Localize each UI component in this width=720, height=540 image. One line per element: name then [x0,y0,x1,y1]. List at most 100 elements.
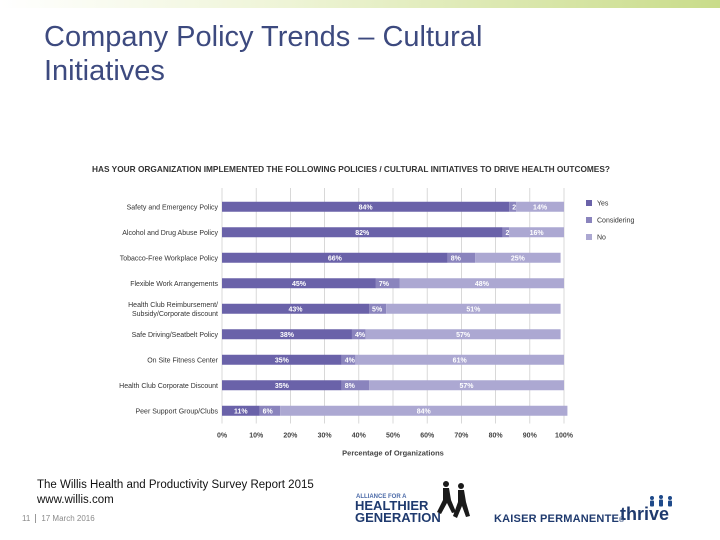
bar-segment-no [399,278,564,289]
data-label: 57% [460,383,475,390]
data-label: 7% [379,281,390,288]
data-label: 8% [451,255,462,262]
bar-segment-yes [222,201,510,212]
legend-swatch [586,217,592,223]
data-label: 38% [280,332,295,339]
bar-segment-yes [222,380,342,391]
chart-title: HAS YOUR ORGANIZATION IMPLEMENTED THE FO… [92,164,610,174]
bar-segment-no [369,380,564,391]
bar-segment-yes [222,354,342,365]
bar-segment-yes [222,303,370,314]
data-label: 5% [372,306,383,313]
x-tick-label: 40% [352,433,367,440]
slide-title: Company Policy Trends – Cultural Initiat… [44,20,684,88]
bar-segment-no [516,201,564,212]
data-label: 4% [345,357,356,364]
data-label: 82% [355,230,370,237]
x-axis-label: Percentage of Organizations [342,449,444,458]
data-label: 43% [289,306,304,313]
x-tick-label: 20% [283,433,298,440]
x-tick-label: 30% [318,433,333,440]
category-label: Health Club Corporate Discount [119,383,218,390]
x-tick-label: 0% [217,433,228,440]
category-label: On Site Fitness Center [147,357,218,364]
data-label: 8% [345,383,356,390]
legend-label: Considering [597,218,634,225]
slide-title-line2: Initiatives [44,55,165,87]
slide-title-line1: Company Policy Trends – Cultural [44,21,483,53]
x-tick-label: 10% [249,433,264,440]
bar-segment-considering [375,278,400,289]
data-label: 84% [417,408,432,415]
stacked-bar-chart: HAS YOUR ORGANIZATION IMPLEMENTED THE FO… [92,164,634,458]
logo-generation-text: GENERATION [355,510,441,525]
category-label: Tobacco-Free Workplace Policy [120,255,219,262]
bar-segment-considering [259,405,281,416]
x-tick-label: 60% [420,433,435,440]
bar-segment-no [280,405,568,416]
category-label: Subsidy/Corporate discount [132,311,218,318]
bar-segment-no [365,329,561,340]
data-label: 84% [359,204,374,211]
logo-healthier-text: HEALTHIER [355,498,429,513]
source-url: www.willis.com [37,494,114,506]
data-label: 11% [234,408,248,415]
running-figures-icon [437,481,470,518]
logo-alliance-text: ALLIANCE FOR A [356,494,407,500]
x-tick-label: 100% [555,433,574,440]
bar-segment-considering [502,227,510,238]
data-label: 6% [263,408,274,415]
data-label: 14% [533,204,548,211]
data-label: 35% [275,357,290,364]
bar-segment-yes [222,278,376,289]
category-label: Flexible Work Arrangements [130,281,218,288]
alliance-healthier-generation-logo: ALLIANCE FOR A HEALTHIER GENERATION [355,481,470,525]
source-report: The Willis Health and Productivity Surve… [37,479,314,491]
legend-swatch [586,200,592,206]
category-label: Alcohol and Drug Abuse Policy [122,230,218,237]
legend-label: Yes [597,201,609,208]
thrive-logo: thrive [620,495,690,527]
bar-segment-yes [222,227,503,238]
data-label: 25% [511,255,526,262]
bar-segment-considering [351,329,366,340]
x-tick-label: 50% [386,433,401,440]
data-label: 48% [475,281,490,288]
source-citation: The Willis Health and Productivity Surve… [37,478,314,508]
bar-segment-no [475,252,561,263]
data-label: 57% [456,332,471,339]
data-label: 66% [328,255,343,262]
data-label: 51% [466,306,481,313]
bar-segment-considering [369,303,387,314]
bar-segment-considering [341,354,356,365]
kaiser-logo-text: KAISER PERMANENTE [494,513,620,525]
page-number: 11 [22,514,31,523]
bar-segment-considering [341,380,370,391]
bar-segment-no [386,303,561,314]
footer-date: 17 March 2016 [41,514,95,523]
category-label: Health Club Reimbursement/ [128,302,218,309]
data-label: 45% [292,281,307,288]
bar-segment-yes [222,252,448,263]
data-label: 35% [275,383,290,390]
bar-segment-yes [222,329,352,340]
legend-swatch [586,234,592,240]
x-tick-label: 70% [454,433,469,440]
data-label: 16% [530,230,545,237]
bar-segment-considering [509,201,517,212]
x-tick-label: 90% [523,433,538,440]
category-label: Safe Driving/Seatbelt Policy [132,332,219,339]
kaiser-logo-mark: ® [619,517,625,524]
kaiser-permanente-logo: KAISER PERMANENTE® [494,513,624,525]
bar-segment-yes [222,405,260,416]
legend-label: No [597,235,606,242]
bar-segment-no [355,354,564,365]
top-accent-bar [0,0,720,8]
data-label: 61% [453,357,468,364]
data-label: 4% [355,332,366,339]
x-tick-label: 80% [489,433,504,440]
slide-footer: 11 17 March 2016 [22,514,95,524]
category-label: Safety and Emergency Policy [127,204,219,211]
category-label: Peer Support Group/Clubs [136,408,219,415]
thrive-logo-text: thrive [620,504,670,524]
